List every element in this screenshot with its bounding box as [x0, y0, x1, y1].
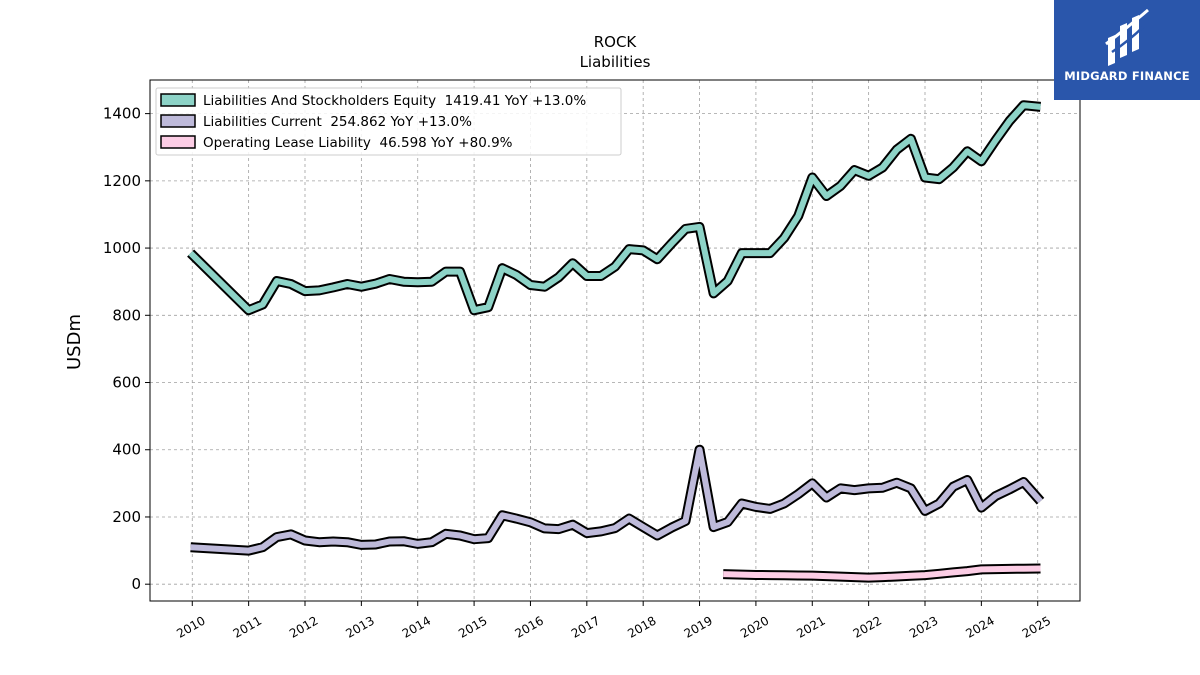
- y-axis-label: USDm: [64, 314, 85, 370]
- y-tick-label: 1400: [103, 105, 141, 123]
- legend-label-equity: Liabilities And Stockholders Equity 1419…: [203, 93, 586, 109]
- brand-name: MIDGARD FINANCE: [1064, 69, 1190, 83]
- legend-label-current: Liabilities Current 254.862 YoY +13.0%: [203, 114, 472, 130]
- x-tick-label: 2013: [343, 613, 376, 640]
- legend-label-lease: Operating Lease Liability 46.598 YoY +80…: [203, 135, 513, 151]
- x-tick-label: 2018: [625, 613, 658, 640]
- chart-title: ROCK: [594, 33, 638, 51]
- x-tick-label: 2022: [851, 613, 884, 640]
- x-tick-label: 2010: [174, 613, 207, 640]
- x-tick-label: 2012: [287, 613, 320, 640]
- x-tick-label: 2014: [400, 613, 433, 640]
- y-tick-label: 400: [112, 441, 141, 459]
- series-line-equity: [188, 102, 1041, 314]
- y-tick-label: 600: [112, 374, 141, 392]
- x-tick-label: 2023: [907, 613, 940, 640]
- x-tick-label: 2011: [231, 613, 264, 640]
- x-tick-label: 2017: [569, 613, 602, 640]
- x-tick-label: 2019: [682, 613, 715, 640]
- series-line-current: [190, 446, 1043, 554]
- chart-subtitle: Liabilities: [580, 53, 651, 71]
- x-tick-label: 2015: [456, 613, 489, 640]
- y-tick-label: 1000: [103, 239, 141, 257]
- x-tick-label: 2025: [1020, 613, 1053, 640]
- legend-swatch-equity: [160, 93, 196, 107]
- x-tick-label: 2021: [794, 613, 827, 640]
- legend-swatch-current: [160, 114, 196, 128]
- y-tick-label: 1200: [103, 172, 141, 190]
- legend-swatch-lease: [160, 135, 196, 149]
- y-tick-label: 200: [112, 508, 141, 526]
- midgard-logo-icon: [1105, 8, 1149, 66]
- x-tick-label: 2024: [963, 613, 996, 640]
- series-outline-current: [190, 444, 1045, 556]
- legend: Liabilities And Stockholders Equity 1419…: [155, 87, 622, 156]
- brand-logo: MIDGARD FINANCE: [1054, 0, 1200, 100]
- series-line-lease: [723, 565, 1041, 581]
- legend-entry-equity: Liabilities And Stockholders Equity 1419…: [160, 93, 586, 109]
- legend-entry-lease: Operating Lease Liability 46.598 YoY +80…: [160, 135, 513, 151]
- legend-entry-current: Liabilities Current 254.862 YoY +13.0%: [160, 114, 472, 130]
- y-tick-label: 800: [112, 306, 141, 324]
- x-tick-label: 2016: [513, 613, 546, 640]
- axis-ticks: 0 200 400 600 800 1000 1200 1400 2010 2011 2012 201…: [103, 105, 1053, 641]
- y-tick-label: 0: [131, 575, 141, 593]
- legend-frame: [155, 87, 622, 156]
- series-lines: [187, 100, 1045, 583]
- plot-area-frame: [149, 79, 1081, 602]
- x-tick-label: 2020: [738, 613, 771, 640]
